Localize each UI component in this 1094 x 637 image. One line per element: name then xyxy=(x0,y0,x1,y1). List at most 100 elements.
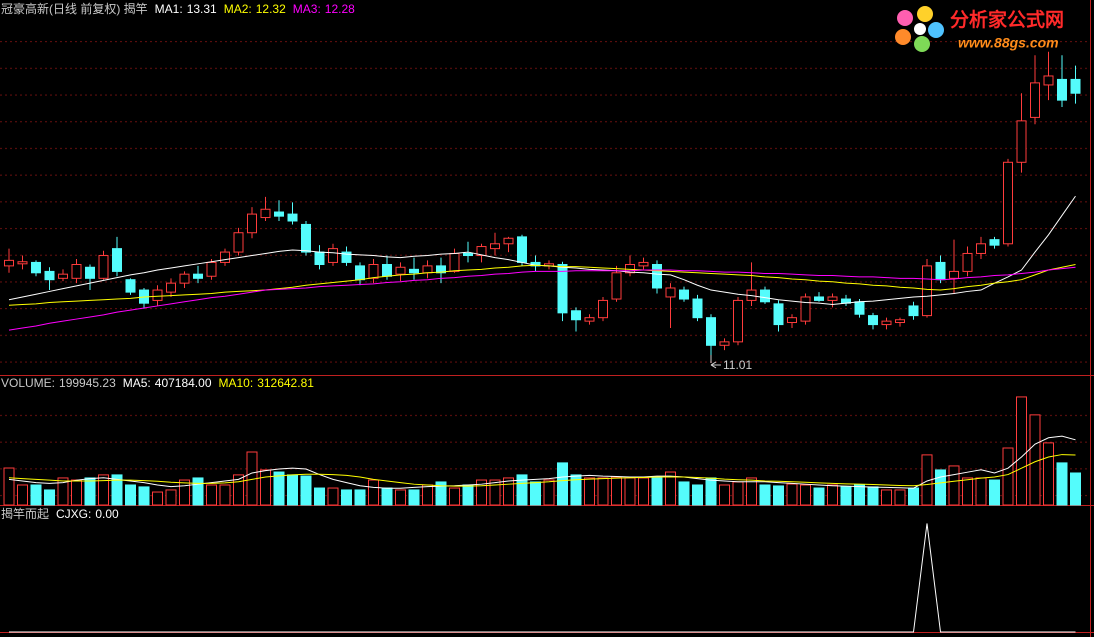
panel-header: 揭竿而起 CJXG: 0.00 xyxy=(1,506,119,521)
candle-body xyxy=(233,232,244,253)
volume-bar xyxy=(314,487,325,506)
candle-body xyxy=(85,266,95,279)
candle-body xyxy=(260,208,271,219)
candle-body xyxy=(814,296,824,301)
volume-bar xyxy=(557,462,568,506)
volume-bar xyxy=(341,489,352,506)
candle-body xyxy=(328,248,338,263)
volume-bar xyxy=(651,476,663,506)
volume-bar xyxy=(44,489,55,506)
volume-bar xyxy=(1043,442,1054,506)
legend-value: 12.32 xyxy=(256,2,286,16)
volume-bar xyxy=(489,479,501,506)
candle-body xyxy=(179,273,190,284)
annotation-arrow xyxy=(710,361,721,369)
candle-body xyxy=(463,252,473,257)
volume-bar xyxy=(908,487,919,506)
volume-bar xyxy=(692,484,703,506)
volume-bar xyxy=(179,479,190,506)
watermark-title: 分析家公式网 xyxy=(950,8,1064,31)
volume-bar xyxy=(624,477,636,506)
volume-bar xyxy=(206,484,217,506)
candle-body xyxy=(1043,75,1054,86)
candle-body xyxy=(31,261,41,274)
ma-line xyxy=(8,454,1076,487)
candle-body xyxy=(517,236,527,263)
panel-header: VOLUME: 199945.23 MA5: 407184.00 MA10: 312642… xyxy=(1,376,314,390)
grid-pattern xyxy=(0,20,1090,370)
volume-bar xyxy=(948,465,960,506)
candle-body xyxy=(989,239,1000,246)
candle-body xyxy=(395,266,406,275)
volume-bar xyxy=(800,484,811,506)
candle-body xyxy=(58,273,68,279)
legend-value: 0.00 xyxy=(95,507,119,521)
candle-body xyxy=(355,265,365,281)
candle-body xyxy=(854,301,865,315)
ma-line xyxy=(8,264,1076,306)
candle-body xyxy=(422,265,433,274)
candle-body xyxy=(1016,120,1027,163)
volume-bar xyxy=(665,471,676,506)
candle-body xyxy=(1070,78,1081,94)
candle-body xyxy=(800,296,811,322)
candle-body xyxy=(71,264,82,279)
volume-bar xyxy=(395,489,406,506)
legend-name: MA2: xyxy=(224,2,252,16)
candle-body xyxy=(638,261,649,267)
volume-bar xyxy=(516,474,528,506)
candle-body xyxy=(301,223,311,253)
candle-body xyxy=(409,268,419,274)
candle-body xyxy=(490,243,500,250)
candle-body xyxy=(895,319,905,324)
candle-body xyxy=(287,213,298,222)
candle-body xyxy=(125,279,136,293)
legend-value: 13.31 xyxy=(187,2,217,16)
volume-bar xyxy=(678,481,690,506)
volume-bar xyxy=(462,484,474,506)
candle-body xyxy=(1030,82,1040,118)
candle-body xyxy=(598,299,608,319)
volume-bar xyxy=(989,479,1000,506)
volume-bar xyxy=(408,489,420,506)
volume-bar xyxy=(111,474,123,506)
candle-body xyxy=(733,299,743,343)
volume-bar xyxy=(638,477,649,506)
legend-name: MA5: xyxy=(123,376,151,390)
volume-bar xyxy=(705,477,717,506)
volume-bar xyxy=(611,476,622,506)
panel-title: 揭竿而起 xyxy=(1,506,49,521)
candle-body xyxy=(679,289,689,300)
volume-bar xyxy=(827,484,838,506)
candle-body xyxy=(112,248,122,272)
volume-bar xyxy=(962,477,973,506)
legend-name: MA3: xyxy=(293,2,321,16)
watermark-url: www.88gs.com xyxy=(958,35,1059,51)
legend-name: CJXG: xyxy=(56,507,91,521)
candle-body xyxy=(449,252,460,272)
candle-body xyxy=(827,296,838,301)
candle-body xyxy=(652,264,662,289)
candle-body xyxy=(935,261,946,281)
ma-line xyxy=(8,266,1076,331)
volume-bar xyxy=(1029,414,1041,506)
volume-bar xyxy=(192,477,204,506)
candle-body xyxy=(692,298,703,319)
candle-body xyxy=(611,272,622,300)
volume-bar xyxy=(30,484,42,506)
volume-bar xyxy=(530,481,541,506)
volume-bar xyxy=(287,474,298,506)
volume-bar xyxy=(854,484,865,506)
panel-title: 冠豪高新(日线 前复权) 揭竿 xyxy=(1,1,148,16)
volume-bar xyxy=(732,481,744,506)
legend-value: 312642.81 xyxy=(257,376,314,390)
candle-body xyxy=(382,264,392,277)
volume-bar xyxy=(381,487,393,506)
candle-body xyxy=(206,261,217,277)
candle-body xyxy=(476,246,487,257)
candle-body xyxy=(314,251,325,266)
watermark-logo xyxy=(895,6,944,52)
legend-value: 407184.00 xyxy=(155,376,212,390)
volume-bar xyxy=(57,477,69,506)
